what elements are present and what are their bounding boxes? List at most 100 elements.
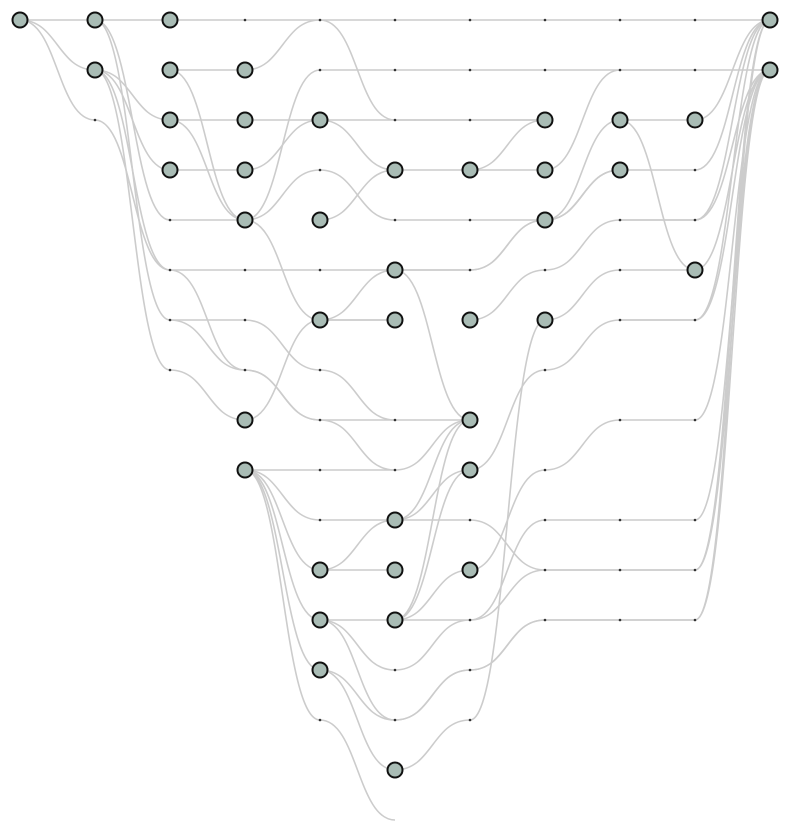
edge-waypoint [618,518,622,522]
graph-node [461,311,479,329]
graph-node [311,211,329,229]
edge-waypoint [693,618,697,622]
edge-waypoint [693,68,697,72]
graph-node [236,461,254,479]
graph-edge [94,19,245,221]
edge-waypoint [393,668,397,672]
graph-edge [394,469,471,521]
edge-waypoint [243,368,247,372]
edge-waypoint [618,568,622,572]
graph-edge [244,319,321,421]
edge-waypoint [693,18,697,22]
edge-waypoint [693,218,697,222]
graph-edge [319,119,396,171]
graph-edge [394,319,546,771]
graph-edge [619,119,696,271]
edge-waypoint [543,368,547,372]
edge-waypoint [693,518,697,522]
graph-node [461,411,479,429]
edge-waypoint [468,68,472,72]
edge-waypoint [543,468,547,472]
edge-waypoint [543,518,547,522]
graph-node [236,211,254,229]
graph-edge [544,69,695,171]
graph-node [311,561,329,579]
graph-edge [394,269,471,421]
graph-node [236,161,254,179]
graph-edge [694,69,771,271]
graph-edge [394,419,471,521]
graph-edge [544,269,695,321]
edge-waypoint [618,18,622,22]
graph-node [536,311,554,329]
edge-waypoint [93,118,97,122]
edge-waypoint [393,468,397,472]
graph-node [536,211,554,229]
edge-waypoint [618,418,622,422]
edge-waypoint [393,68,397,72]
graph-edge [244,169,545,221]
edge-waypoint [393,18,397,22]
edge-waypoint [468,618,472,622]
graph-node [311,311,329,329]
edge-waypoint [318,468,322,472]
edge-waypoint [168,368,172,372]
graph-node [611,161,629,179]
graph-edge [244,469,321,571]
edge-waypoint [393,718,397,722]
edge-waypoint [318,168,322,172]
graph-node [236,61,254,79]
graph-edge [319,269,396,321]
graph-node [386,311,404,329]
graph-edge [469,69,771,571]
edge-waypoint [693,568,697,572]
graph-edge [169,319,395,421]
graph-node [536,111,554,129]
edge-waypoint [468,668,472,672]
graph-edge [394,569,471,621]
edge-waypoint [243,318,247,322]
edge-waypoint [318,718,322,722]
graph-edge [319,669,396,771]
graph-edge [94,69,171,271]
graph-node [386,261,404,279]
graph-node [161,11,179,29]
edge-waypoint [618,318,622,322]
edge-waypoint [618,68,622,72]
graph-edge [620,69,771,221]
graph-node [461,161,479,179]
edge-waypoint [693,168,697,172]
edge-waypoint [243,268,247,272]
graph-edge [19,19,96,71]
graph-node [386,511,404,529]
graph-edge [394,469,471,621]
graph-edge [544,169,621,221]
graph-node [761,61,779,79]
graph-edge [469,119,546,171]
edge-waypoint [693,318,697,322]
node-layer [11,11,779,779]
waypoint-layer [93,18,697,722]
edge-waypoint [318,68,322,72]
graph-node [611,111,629,129]
graph-node [311,611,329,629]
edge-waypoint [468,718,472,722]
graph-edge [394,419,471,621]
edge-waypoint [318,368,322,372]
graph-node [236,411,254,429]
edge-waypoint [618,218,622,222]
graph-edge [619,69,771,321]
graph-node [161,61,179,79]
graph-node [686,261,704,279]
edge-waypoint [168,318,172,322]
edge-waypoint [168,268,172,272]
graph-edge [319,519,396,571]
graph-edge [94,69,246,421]
graph-edge [319,169,396,221]
edge-waypoint [393,118,397,122]
graph-node [161,111,179,129]
graph-node [161,161,179,179]
graph-node [86,61,104,79]
graph-edge [245,419,471,471]
